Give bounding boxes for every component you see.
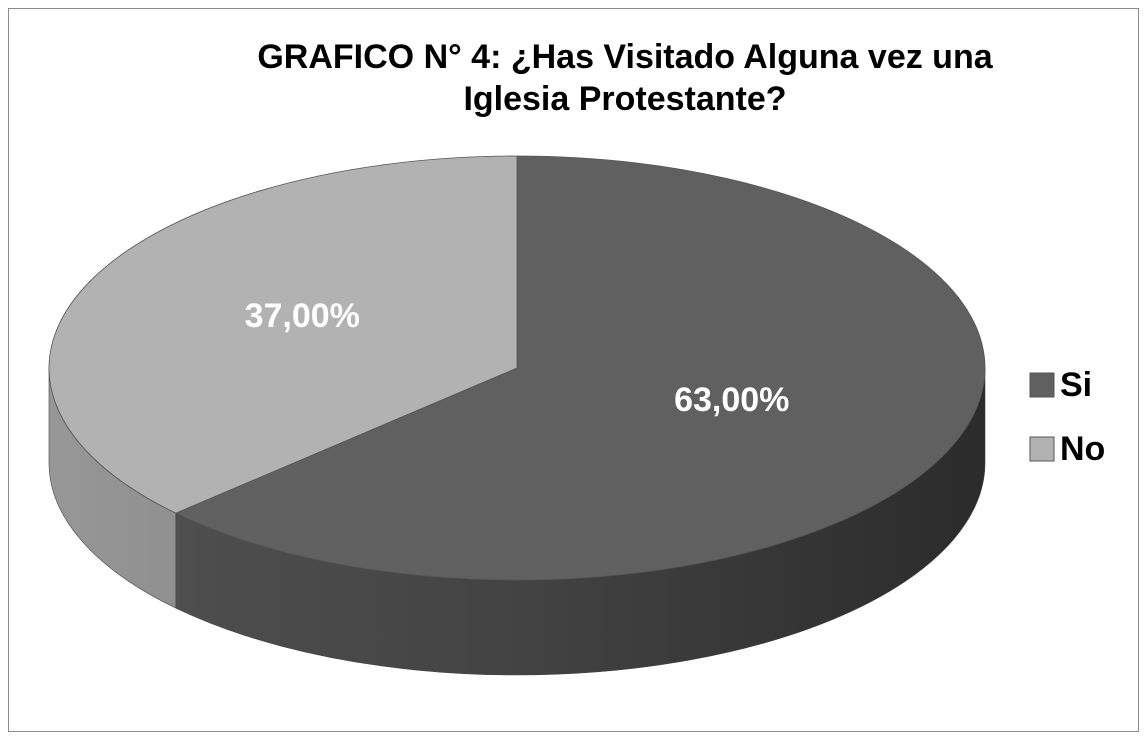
legend-label: Si xyxy=(1060,366,1092,404)
data-label: 37,00% xyxy=(245,297,360,335)
data-label: 63,00% xyxy=(674,381,789,419)
legend-label: No xyxy=(1060,430,1105,468)
legend-swatch xyxy=(1029,372,1055,398)
chart-title: GRAFICO N° 4: ¿Has Visitado Alguna vez u… xyxy=(257,38,993,118)
slice xyxy=(48,155,518,514)
legend-swatch xyxy=(1029,436,1055,462)
slice xyxy=(174,155,986,581)
